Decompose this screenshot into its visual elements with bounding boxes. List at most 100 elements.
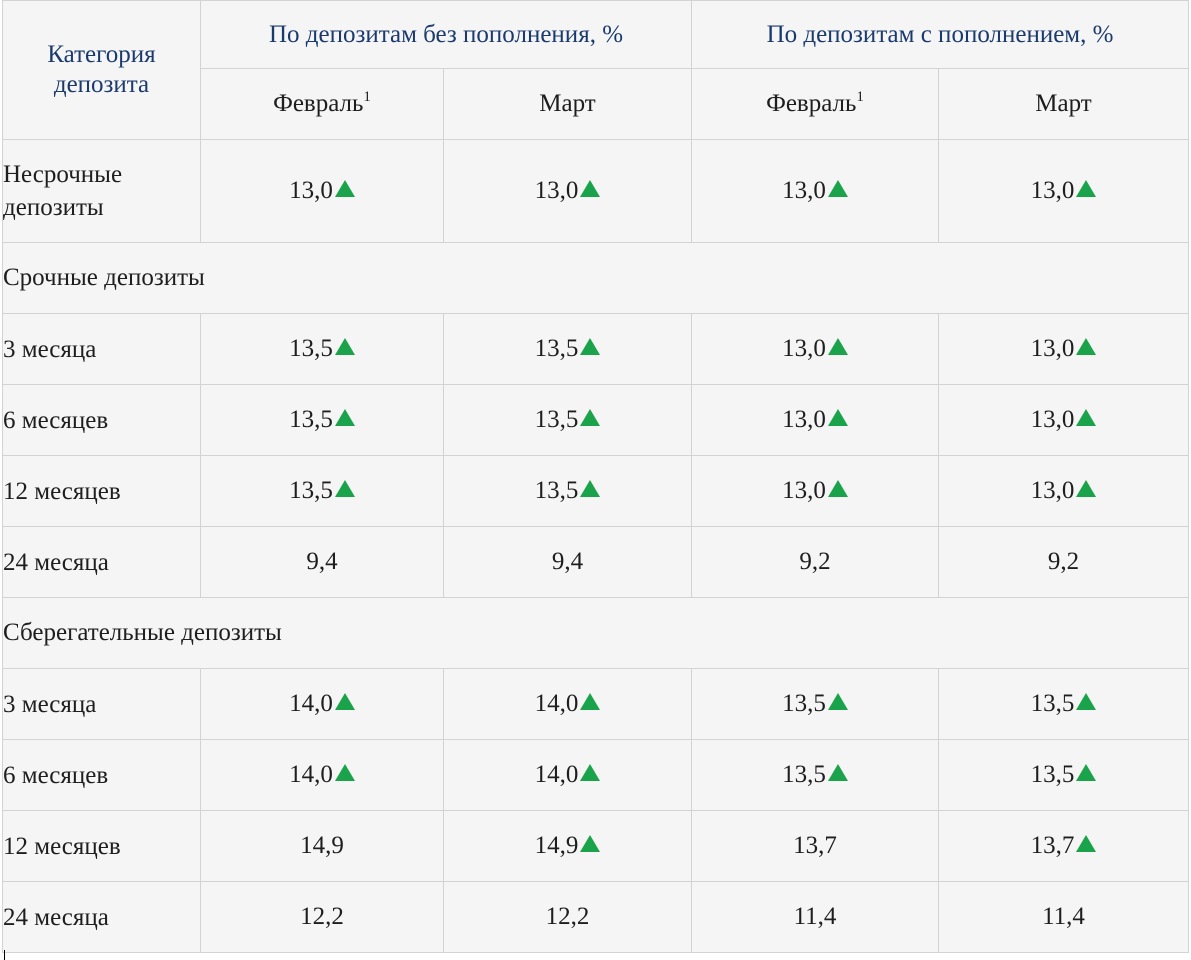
row-label: 24 месяца — [2, 526, 201, 598]
row-label: 3 месяца — [2, 668, 201, 740]
increase-arrow-icon — [827, 693, 848, 710]
rate-value: 11,4 — [793, 903, 837, 930]
month-header-label: Февраль — [766, 90, 857, 117]
month-header-label: Март — [1035, 90, 1092, 117]
rate-value: 13,5 — [289, 335, 333, 362]
row-label: Несрочные депозиты — [2, 139, 201, 243]
rate-value: 13,0 — [289, 177, 333, 204]
rate-cell: 13,5 — [200, 313, 444, 385]
rate-value: 11,4 — [1042, 903, 1085, 930]
rate-value: 13,5 — [1030, 690, 1075, 717]
increase-arrow-icon — [827, 764, 848, 781]
footnote-marker: 1 — [856, 89, 864, 105]
increase-arrow-icon — [334, 409, 355, 426]
table-row: 3 месяца 13,5 13,5 13,0 13,0 — [2, 313, 1189, 385]
rate-value: 14,0 — [534, 690, 579, 717]
section-label: Сберегательные депозиты — [2, 597, 1189, 669]
rate-cell: 13,0 — [938, 313, 1189, 385]
row-label: 24 месяца — [2, 881, 201, 953]
rate-value: 9,4 — [306, 548, 338, 575]
row-label: 12 месяцев — [2, 455, 201, 527]
increase-arrow-icon — [1076, 409, 1097, 426]
rate-value: 13,0 — [782, 335, 826, 362]
rate-value: 13,5 — [534, 406, 579, 433]
increase-arrow-icon — [827, 338, 848, 355]
rate-cell: 12,2 — [200, 881, 444, 953]
month-header-label: Март — [539, 90, 596, 117]
month-header: Февраль1 — [691, 68, 939, 140]
table-body: Несрочные депозиты 13,0 13,0 13,0 13,0 Срочны… — [2, 139, 1189, 953]
rate-cell: 13,5 — [691, 739, 939, 811]
section-row: Сберегательные депозиты — [2, 597, 1189, 669]
month-header: Февраль1 — [200, 68, 444, 140]
increase-arrow-icon — [1076, 693, 1097, 710]
rate-cell: 13,0 — [691, 384, 939, 456]
row-label: 6 месяцев — [2, 739, 201, 811]
table-row: 6 месяцев 13,5 13,5 13,0 13,0 — [2, 384, 1189, 456]
rate-cell: 9,2 — [938, 526, 1189, 598]
rate-value: 14,0 — [289, 690, 333, 717]
rate-cell: 13,5 — [200, 384, 444, 456]
increase-arrow-icon — [1076, 835, 1097, 852]
rate-value: 13,7 — [1030, 832, 1075, 859]
row-label: 6 месяцев — [2, 384, 201, 456]
section-label: Срочные депозиты — [2, 242, 1189, 314]
increase-arrow-icon — [827, 180, 848, 197]
rate-cell: 13,0 — [200, 139, 444, 243]
rate-value: 13,5 — [1030, 761, 1075, 788]
increase-arrow-icon — [334, 480, 355, 497]
increase-arrow-icon — [580, 338, 601, 355]
rate-value: 14,9 — [300, 832, 344, 859]
rate-value: 9,4 — [551, 548, 584, 575]
category-header: Категория депозита — [2, 0, 201, 140]
rate-value: 14,0 — [534, 761, 579, 788]
header-row-months: Февраль1 Март Февраль1 Март — [3, 68, 1189, 140]
increase-arrow-icon — [580, 409, 601, 426]
row-label: 12 месяцев — [2, 810, 201, 882]
rate-value: 13,5 — [289, 406, 333, 433]
table-row: 6 месяцев 14,0 14,0 13,5 13,5 — [2, 739, 1189, 811]
increase-arrow-icon — [334, 338, 355, 355]
rate-cell: 13,7 — [938, 810, 1189, 882]
rate-cell: 14,0 — [443, 739, 692, 811]
increase-arrow-icon — [827, 409, 848, 426]
table-row: 24 месяца 9,4 9,4 9,2 9,2 — [2, 526, 1189, 598]
rate-value: 13,5 — [289, 477, 333, 504]
rate-cell: 13,0 — [691, 455, 939, 527]
increase-arrow-icon — [580, 480, 601, 497]
rate-value: 13,7 — [793, 832, 837, 859]
rate-cell: 11,4 — [938, 881, 1189, 953]
rate-cell: 14,9 — [200, 810, 444, 882]
increase-arrow-icon — [1076, 180, 1097, 197]
rate-cell: 9,4 — [443, 526, 692, 598]
rate-value: 14,9 — [534, 832, 579, 859]
increase-arrow-icon — [1076, 338, 1097, 355]
increase-arrow-icon — [334, 764, 355, 781]
increase-arrow-icon — [580, 764, 601, 781]
rate-value: 13,0 — [782, 477, 826, 504]
rate-cell: 13,7 — [691, 810, 939, 882]
section-row: Срочные депозиты — [2, 242, 1189, 314]
text-cursor — [4, 950, 5, 960]
rate-value: 13,0 — [1030, 406, 1075, 433]
increase-arrow-icon — [580, 180, 601, 197]
row-label: 3 месяца — [2, 313, 201, 385]
rate-cell: 12,2 — [443, 881, 692, 953]
increase-arrow-icon — [580, 835, 601, 852]
rate-cell: 13,5 — [691, 668, 939, 740]
rate-cell: 13,0 — [691, 139, 939, 243]
table-row: 12 месяцев 13,5 13,5 13,0 13,0 — [2, 455, 1189, 527]
rate-cell: 13,0 — [938, 384, 1189, 456]
table-row: Несрочные депозиты 13,0 13,0 13,0 13,0 — [2, 139, 1189, 243]
rate-cell: 13,0 — [938, 455, 1189, 527]
footnote-marker: 1 — [363, 89, 371, 105]
rate-cell: 13,5 — [938, 739, 1189, 811]
rate-cell: 13,0 — [443, 139, 692, 243]
rate-value: 13,5 — [534, 477, 579, 504]
increase-arrow-icon — [334, 180, 355, 197]
rate-cell: 13,5 — [938, 668, 1189, 740]
rate-value: 13,5 — [782, 761, 826, 788]
rate-value: 9,2 — [799, 548, 831, 575]
rate-cell: 14,9 — [443, 810, 692, 882]
